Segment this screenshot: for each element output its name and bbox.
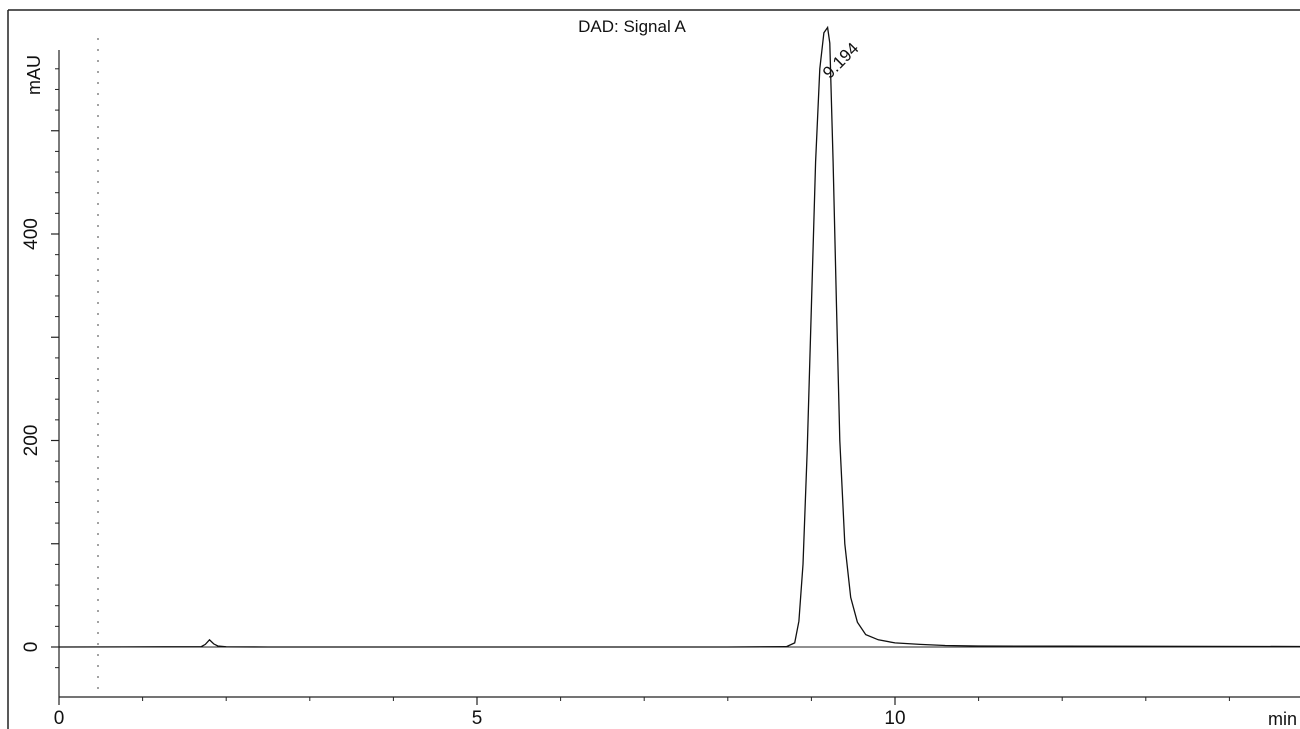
y-major-ticks bbox=[51, 130, 59, 648]
x-minor-ticks bbox=[142, 697, 1230, 701]
x-tick-labels: 0510152025 bbox=[54, 708, 906, 729]
x-axis-label: min bbox=[1268, 709, 1297, 729]
y-tick-label: 200 bbox=[21, 425, 42, 457]
x-tick-label: 0 bbox=[54, 708, 65, 729]
x-tick-label: 10 bbox=[884, 708, 905, 729]
signal-trace-line bbox=[58, 25, 1300, 648]
y-minor-ticks bbox=[55, 68, 59, 669]
y-tick-label: 400 bbox=[21, 218, 42, 250]
x-tick-label: 5 bbox=[472, 708, 483, 729]
y-tick-label: 0 bbox=[21, 642, 42, 653]
x-major-ticks bbox=[58, 697, 896, 705]
peak-retention-time-label: 9.194 bbox=[819, 39, 863, 83]
y-axis-label: mAU bbox=[24, 55, 44, 95]
chart-title: DAD: Signal A bbox=[578, 17, 686, 36]
y-tick-labels: 0 200 400 bbox=[21, 218, 42, 652]
